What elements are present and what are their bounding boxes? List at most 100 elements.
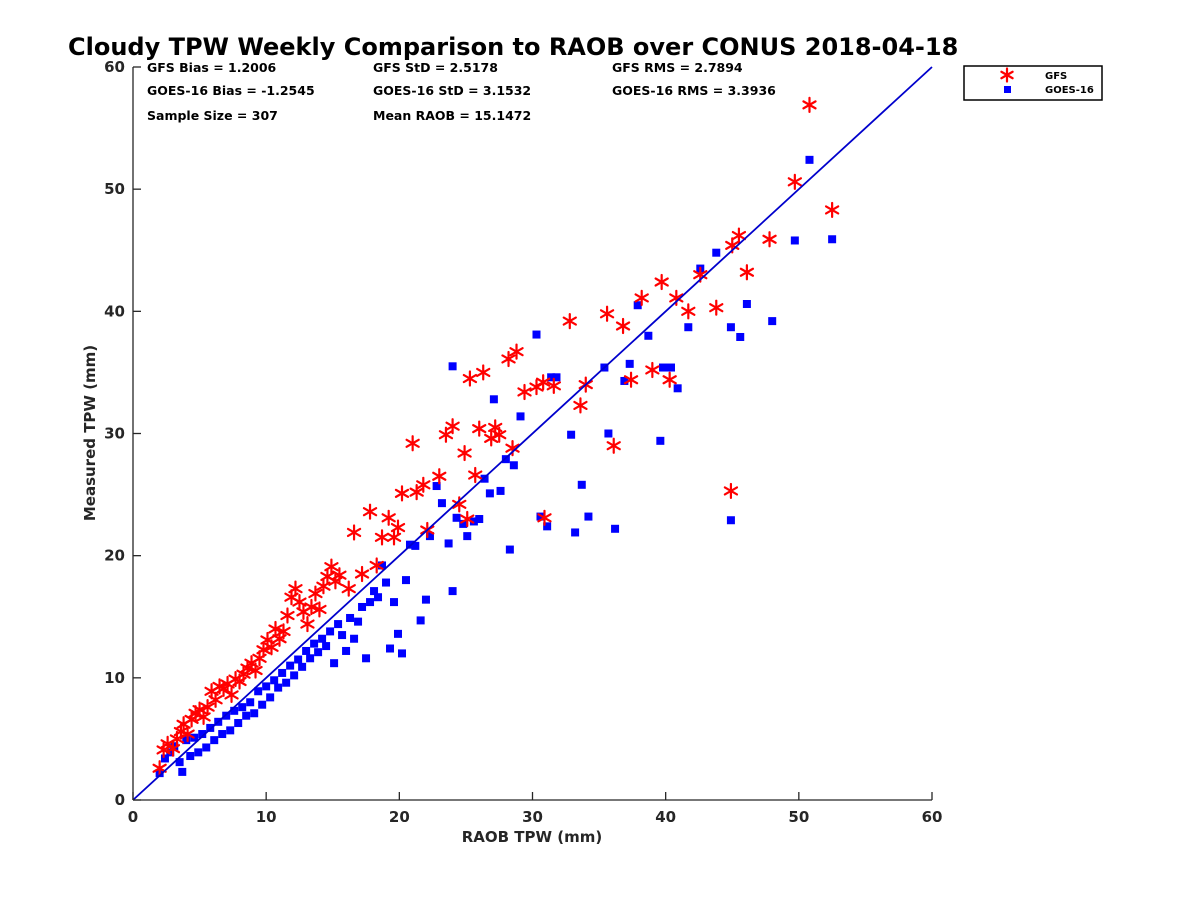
goes16-point <box>509 461 518 470</box>
gfs-point <box>509 343 524 360</box>
stat-goes-bias: GOES-16 Bias = -1.2545 <box>147 83 315 98</box>
goes16-point <box>489 395 498 404</box>
gfs-point <box>599 305 615 322</box>
gfs-point <box>606 437 621 454</box>
goes16-point <box>250 709 259 718</box>
goes16-point <box>354 617 363 626</box>
goes16-point <box>166 748 175 757</box>
goes16-point <box>310 639 319 648</box>
goes16-point <box>684 323 693 332</box>
x-tick-label: 0 <box>128 808 138 826</box>
goes16-point <box>350 634 359 643</box>
goes16-point <box>342 646 351 655</box>
gfs-point <box>623 371 639 388</box>
legend: GFS GOES-16 <box>963 65 1103 101</box>
stat-goes-std: GOES-16 StD = 3.1532 <box>373 83 531 98</box>
goes16-point <box>358 602 367 611</box>
stat-gfs-rms: GFS RMS = 2.7894 <box>612 60 743 75</box>
gfs-point <box>787 173 803 190</box>
goes16-point <box>547 373 556 382</box>
goes16-point <box>604 429 613 438</box>
goes16-point <box>242 711 251 720</box>
gfs-point <box>476 364 491 381</box>
goes16-point <box>306 654 315 663</box>
goes16-point <box>194 748 203 757</box>
goes16-point <box>246 698 255 707</box>
goes16-point <box>290 671 299 680</box>
goes16-point <box>326 627 335 636</box>
goes16-point <box>726 516 735 525</box>
x-tick-label: 30 <box>522 808 543 826</box>
goes16-point <box>170 742 179 751</box>
stat-gfs-bias: GFS Bias = 1.2006 <box>147 60 277 75</box>
goes16-point <box>210 736 219 745</box>
one-to-one-line <box>132 66 933 801</box>
gfs-point <box>324 558 339 575</box>
goes16-point <box>496 486 505 495</box>
goes16-point <box>222 711 231 720</box>
gfs-point <box>280 607 295 624</box>
gfs-point <box>304 598 319 616</box>
goes16-point <box>768 317 777 326</box>
goes16-point <box>390 598 399 607</box>
gfs-point <box>346 524 362 541</box>
goes16-point <box>432 482 441 491</box>
goes16-point <box>421 595 430 604</box>
gfs-point <box>390 519 406 536</box>
gfs-point <box>341 580 356 597</box>
gfs-point <box>332 567 347 584</box>
goes16-point <box>334 620 343 629</box>
goes16-point <box>666 363 675 372</box>
gfs-point <box>180 725 195 743</box>
gfs-point <box>662 371 677 388</box>
gfs-point <box>432 468 447 485</box>
goes16-point <box>322 642 331 651</box>
goes16-point <box>175 758 184 767</box>
gfs-point <box>802 96 817 113</box>
goes16-point <box>516 412 525 421</box>
goes16-point <box>397 649 406 658</box>
y-tick-label: 60 <box>104 58 125 76</box>
gfs-point <box>615 317 631 335</box>
goes16-point <box>302 646 311 655</box>
goes16-point <box>374 593 383 602</box>
goes16-point <box>198 730 207 739</box>
goes16-point <box>571 528 580 537</box>
gfs-point <box>208 691 223 708</box>
gfs-point <box>709 299 724 316</box>
goes16-point <box>298 662 307 671</box>
goes16-point <box>463 532 472 541</box>
goes16-point <box>620 376 629 385</box>
y-tick-label: 10 <box>104 669 125 687</box>
goes16-point <box>254 687 263 696</box>
goes16-point <box>543 522 552 531</box>
goes16-point <box>459 519 468 528</box>
goes16-point <box>656 436 665 445</box>
goes16-point <box>370 587 379 596</box>
gfs-point <box>248 662 263 679</box>
goes16-point <box>736 332 745 341</box>
goes16-point <box>262 682 271 691</box>
y-tick-label: 40 <box>104 302 125 320</box>
gfs-point <box>731 227 747 244</box>
gfs-point <box>462 370 478 387</box>
goes16-point <box>274 683 283 692</box>
goes16-point <box>366 598 375 607</box>
gfs-point <box>501 350 516 368</box>
x-tick-label: 60 <box>922 808 943 826</box>
goes16-point <box>286 661 295 670</box>
goes16-point <box>659 363 668 372</box>
goes16-point <box>480 474 489 483</box>
gfs-point <box>374 529 390 546</box>
gfs-point <box>457 444 472 462</box>
y-tick-label: 30 <box>104 425 125 443</box>
goes16-point <box>448 362 457 371</box>
reference-line <box>132 66 933 801</box>
gfs-point <box>308 585 323 602</box>
goes16-point <box>501 455 510 464</box>
goes16-point <box>314 648 323 657</box>
legend-box <box>963 65 1103 101</box>
gfs-point <box>405 435 420 452</box>
